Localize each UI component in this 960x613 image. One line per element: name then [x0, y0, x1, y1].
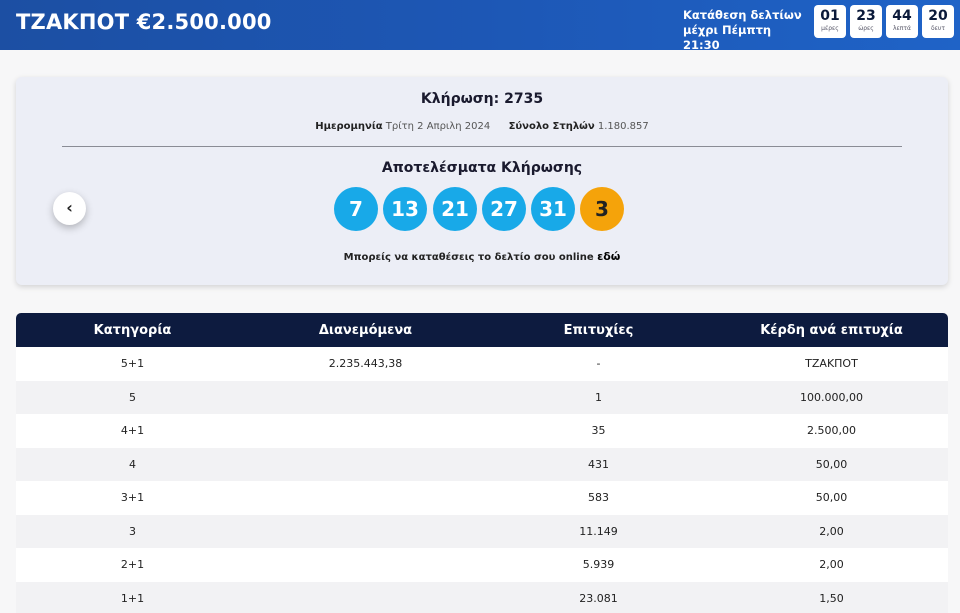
- header-distributed: Διανεμόμενα: [249, 313, 482, 347]
- countdown-minutes: 44 λεπτά: [886, 5, 918, 38]
- cell-winners: 5.939: [482, 548, 715, 582]
- draw-ball: 21: [433, 187, 477, 231]
- countdown-days-value: 01: [820, 8, 840, 24]
- draw-ball: 31: [531, 187, 575, 231]
- cell-winners: 583: [482, 481, 715, 515]
- countdown-hours-value: 23: [856, 8, 876, 24]
- cell-category: 3: [16, 514, 249, 548]
- cell-distributed: [249, 514, 482, 548]
- draw-card: Κλήρωση: 2735 Ημερομηνία Τρίτη 2 Απριλη …: [16, 77, 948, 285]
- previous-draw-button[interactable]: ‹: [53, 192, 86, 225]
- cell-winners: 35: [482, 414, 715, 448]
- deadline-text: Κατάθεση δελτίων μέχρι Πέμπτη 21:30: [683, 8, 803, 53]
- cell-distributed: [249, 447, 482, 481]
- cell-distributed: [249, 581, 482, 613]
- cell-prize: 1,50: [715, 581, 948, 613]
- table-row: 4 431 50,00: [16, 447, 948, 481]
- cell-distributed: [249, 414, 482, 448]
- cell-prize: 2,00: [715, 514, 948, 548]
- columns-label: Σύνολο Στηλών: [508, 121, 595, 132]
- countdown-seconds: 20 δευτ: [922, 5, 954, 38]
- date-value: Τρίτη 2 Απριλη 2024: [385, 121, 491, 132]
- chevron-left-icon: ‹: [66, 198, 73, 217]
- table-row: 5+1 2.235.443,38- ΤΖΑΚΠΟΤ: [16, 347, 948, 381]
- header-winners: Επιτυχίες: [482, 313, 715, 347]
- draw-ball: 13: [383, 187, 427, 231]
- table-row: 5 1 100.000,00: [16, 380, 948, 414]
- draw-meta: Ημερομηνία Τρίτη 2 Απριλη 2024 Σύνολο Στ…: [16, 121, 948, 132]
- cell-winners: 23.081: [482, 581, 715, 613]
- cell-distributed: [249, 548, 482, 582]
- countdown-hours: 23 ώρες: [850, 5, 882, 38]
- cell-distributed: 2.235.443,38: [249, 347, 482, 381]
- cell-category: 5: [16, 380, 249, 414]
- cell-category: 4: [16, 447, 249, 481]
- countdown-minutes-value: 44: [892, 8, 912, 24]
- table-row: 3 11.149 2,00: [16, 514, 948, 548]
- header-prize: Κέρδη ανά επιτυχία: [715, 313, 948, 347]
- online-note-text: Μπορείς να καταθέσεις το δελτίο σου onli…: [343, 252, 594, 263]
- countdown-minutes-unit: λεπτά: [893, 25, 911, 32]
- draw-title: Κλήρωση: 2735: [420, 91, 544, 107]
- countdown-days-unit: μέρες: [821, 25, 839, 32]
- deadline-line-1: Κατάθεση δελτίων: [683, 8, 802, 22]
- online-note: Μπορείς να καταθέσεις το δελτίο σου onli…: [16, 250, 948, 263]
- table-row: 1+1 23.081 1,50: [16, 581, 948, 613]
- countdown-seconds-unit: δευτ: [931, 25, 945, 32]
- jackpot-title: ΤΖΑΚΠΟΤ €2.500.000: [16, 10, 272, 34]
- bonus-ball: 3: [580, 187, 624, 231]
- cell-prize: 2,00: [715, 548, 948, 582]
- cell-category: 3+1: [16, 481, 249, 515]
- draw-ball: 27: [482, 187, 526, 231]
- columns-value: 1.180.857: [597, 121, 649, 132]
- cell-winners: 11.149: [482, 514, 715, 548]
- deadline-line-2: μέχρι Πέμπτη 21:30: [683, 23, 772, 52]
- countdown-hours-unit: ώρες: [858, 25, 874, 32]
- cell-prize: 2.500,00: [715, 414, 948, 448]
- table-row: 4+1 35 2.500,00: [16, 414, 948, 448]
- header-category: Κατηγορία: [16, 313, 249, 347]
- table-header-row: Κατηγορία Διανεμόμενα Επιτυχίες Κέρδη αν…: [16, 313, 948, 347]
- cell-category: 4+1: [16, 414, 249, 448]
- cell-winners: 431: [482, 447, 715, 481]
- countdown-days: 01 μέρες: [814, 5, 846, 38]
- cell-prize: ΤΖΑΚΠΟΤ: [715, 347, 948, 381]
- table-row: 2+1 5.939 2,00: [16, 548, 948, 582]
- table-row: 3+1 583 50,00: [16, 481, 948, 515]
- results-heading: Αποτελέσματα Κλήρωσης: [381, 160, 583, 176]
- cell-category: 5+1: [16, 347, 249, 381]
- draw-ball: 7: [334, 187, 378, 231]
- prize-table: Κατηγορία Διανεμόμενα Επιτυχίες Κέρδη αν…: [16, 313, 948, 613]
- divider: [62, 146, 902, 147]
- cell-distributed: [249, 481, 482, 515]
- cell-category: 1+1: [16, 581, 249, 613]
- date-label: Ημερομηνία: [315, 121, 383, 132]
- cell-prize: 50,00: [715, 447, 948, 481]
- cell-winners: 1: [482, 380, 715, 414]
- cell-prize: 100.000,00: [715, 380, 948, 414]
- cell-winners: -: [482, 347, 715, 381]
- countdown-seconds-value: 20: [928, 8, 948, 24]
- top-banner: ΤΖΑΚΠΟΤ €2.500.000 Κατάθεση δελτίων μέχρ…: [0, 0, 960, 53]
- online-bet-link[interactable]: εδώ: [597, 250, 621, 263]
- cell-prize: 50,00: [715, 481, 948, 515]
- cell-category: 2+1: [16, 548, 249, 582]
- cell-distributed: [249, 380, 482, 414]
